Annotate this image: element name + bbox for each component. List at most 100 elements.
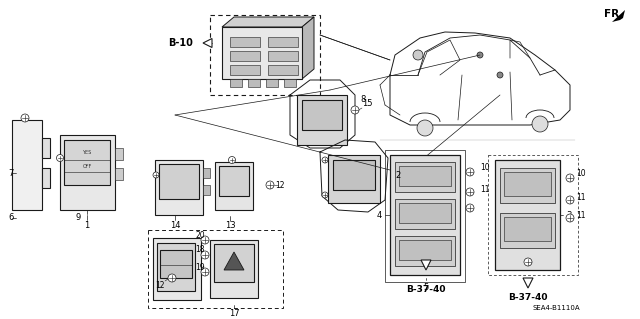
Bar (399, 240, 451, 260)
Circle shape (21, 114, 29, 122)
Bar (160, 250, 192, 278)
Polygon shape (523, 278, 533, 288)
Bar (230, 65, 260, 75)
Bar (230, 37, 260, 47)
Bar (64, 140, 110, 185)
Text: 7: 7 (8, 168, 13, 177)
Circle shape (351, 106, 359, 114)
Bar (42, 168, 50, 188)
Circle shape (56, 154, 63, 161)
Bar (500, 168, 555, 203)
Text: 20: 20 (195, 231, 205, 240)
Bar (268, 65, 298, 75)
Bar (395, 199, 455, 229)
Bar (390, 155, 460, 275)
Circle shape (168, 274, 176, 282)
Text: 13: 13 (225, 220, 236, 229)
Circle shape (497, 72, 503, 78)
Text: 4: 4 (377, 211, 382, 219)
Bar (148, 230, 283, 308)
Circle shape (322, 192, 328, 198)
Polygon shape (302, 17, 314, 79)
Text: 18: 18 (195, 246, 205, 255)
Bar (157, 243, 195, 291)
Bar (488, 155, 578, 275)
Bar (302, 100, 342, 130)
Text: 12: 12 (156, 280, 164, 290)
Circle shape (566, 174, 574, 182)
Text: YES: YES (83, 151, 92, 155)
Text: 6: 6 (8, 213, 13, 222)
Text: 5: 5 (424, 283, 429, 292)
Bar (395, 236, 455, 266)
Bar (399, 203, 451, 223)
Bar (60, 135, 115, 210)
Circle shape (201, 251, 209, 259)
Text: 1: 1 (84, 220, 90, 229)
Text: 3: 3 (566, 211, 572, 219)
Text: B-37-40: B-37-40 (508, 293, 548, 302)
Circle shape (228, 157, 236, 164)
Bar (504, 172, 551, 196)
Text: 12: 12 (275, 181, 285, 189)
Bar (159, 164, 199, 199)
Circle shape (466, 204, 474, 212)
Circle shape (566, 214, 574, 222)
Bar (297, 95, 347, 145)
Bar (266, 79, 278, 87)
Text: 19: 19 (195, 263, 205, 272)
Bar (219, 166, 249, 196)
Circle shape (201, 268, 209, 276)
Text: 8: 8 (360, 95, 365, 105)
Bar (203, 168, 210, 178)
Text: 11: 11 (480, 186, 490, 195)
Polygon shape (421, 260, 431, 270)
Circle shape (524, 258, 532, 266)
Circle shape (532, 116, 548, 132)
Circle shape (477, 52, 483, 58)
Bar (214, 244, 254, 282)
Bar (268, 37, 298, 47)
Text: 11: 11 (576, 211, 586, 220)
Circle shape (322, 157, 328, 163)
Circle shape (413, 50, 423, 60)
Text: 15: 15 (362, 99, 372, 108)
Circle shape (201, 236, 209, 244)
Bar (210, 240, 258, 298)
Text: 2: 2 (395, 170, 400, 180)
Circle shape (466, 168, 474, 176)
Bar (385, 150, 465, 282)
Text: 10: 10 (576, 169, 586, 179)
Bar (203, 185, 210, 195)
Bar (399, 166, 451, 186)
Polygon shape (224, 252, 244, 270)
Bar (42, 138, 50, 158)
Text: 14: 14 (170, 220, 180, 229)
Text: OFF: OFF (83, 164, 92, 168)
Bar (500, 213, 555, 248)
Text: 11: 11 (576, 194, 586, 203)
Bar (153, 238, 201, 300)
Polygon shape (612, 10, 632, 22)
Text: B-10: B-10 (168, 38, 193, 48)
Text: 17: 17 (228, 308, 239, 317)
Circle shape (466, 188, 474, 196)
Circle shape (153, 172, 159, 178)
Text: SEA4-B1110A: SEA4-B1110A (532, 305, 580, 311)
Polygon shape (203, 39, 212, 48)
Polygon shape (222, 17, 314, 27)
Bar (230, 79, 242, 87)
Bar (155, 160, 203, 215)
Bar (395, 162, 455, 192)
Bar (115, 168, 123, 180)
Circle shape (417, 120, 433, 136)
Bar (12, 120, 42, 210)
Bar (328, 155, 380, 203)
Bar (215, 162, 253, 210)
Text: B-37-40: B-37-40 (406, 286, 445, 294)
Bar (248, 79, 260, 87)
Text: 10: 10 (480, 164, 490, 173)
Bar (210, 15, 320, 95)
Bar (495, 160, 560, 270)
Bar (230, 51, 260, 61)
